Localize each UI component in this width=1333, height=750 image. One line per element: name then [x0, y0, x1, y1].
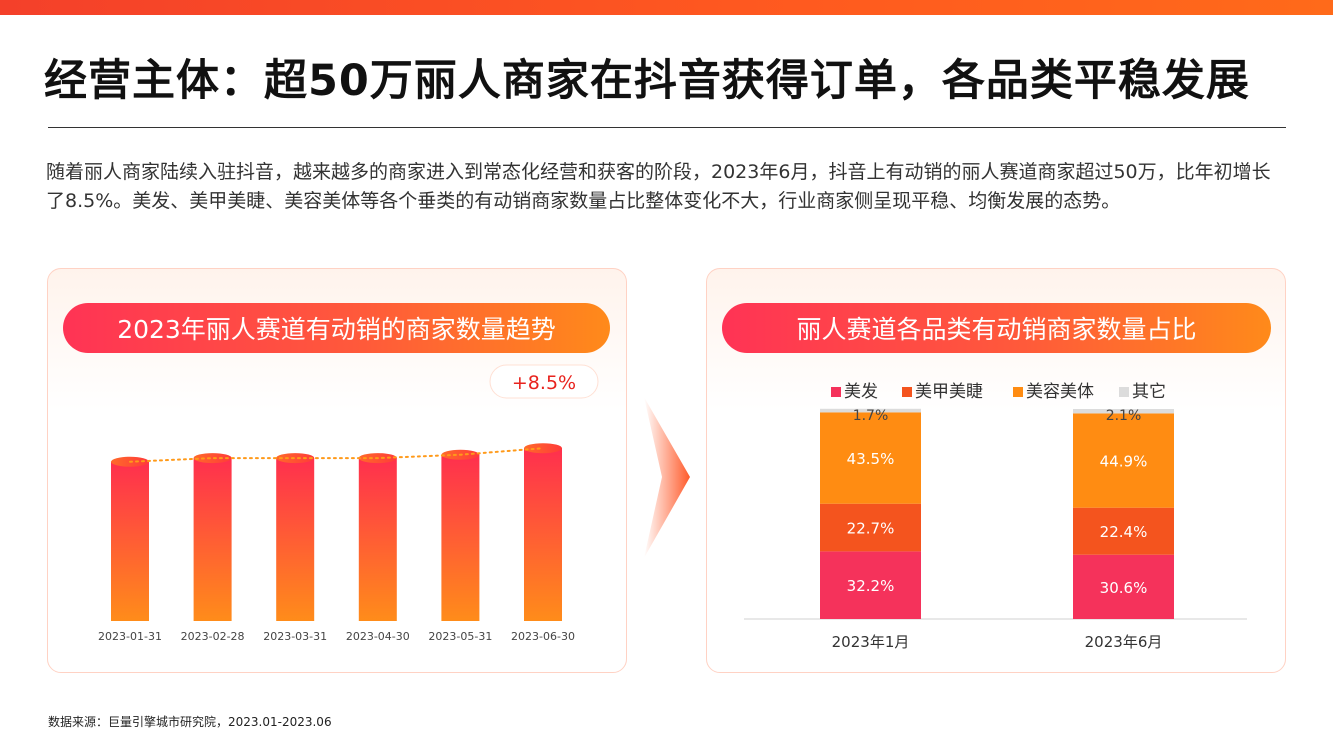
x-category-label: 2023年1月: [832, 633, 910, 651]
segment-value-label: 22.4%: [1100, 523, 1148, 541]
legend-swatch: [1119, 387, 1129, 397]
legend-swatch: [831, 387, 841, 397]
x-tick-label: 2023-02-28: [181, 630, 245, 643]
share-chart-card: 丽人赛道各品类有动销商家数量占比 美发 美甲美睫 美容美体 其它 32.2% 22.7% 4…: [706, 268, 1286, 673]
intro-paragraph: 随着丽人商家陆续入驻抖音，越来越多的商家进入到常态化经营和获客的阶段，2023年…: [46, 161, 1271, 212]
chevron-right-icon: [644, 397, 690, 558]
stack-segment-其它: [820, 408, 921, 413]
x-tick-label: 2023-06-30: [511, 630, 575, 643]
segment-value-label: 2.1%: [1106, 408, 1142, 424]
segment-value-label: 30.6%: [1100, 579, 1148, 597]
share-stacked-bar-chart: 美发 美甲美睫 美容美体 其它 32.2% 22.7% 43.5% 1.7% 2023年1月 30…: [744, 382, 1247, 651]
trend-chart-card: 2023年丽人赛道有动销的商家数量趋势 2023-01-31 2023-02-28…: [47, 268, 627, 673]
title-divider: [48, 127, 1286, 128]
data-source-note: 数据来源：巨量引擎城市研究院，2023.01-2023.06: [48, 715, 332, 729]
legend-item: 美甲美睫: [902, 382, 983, 402]
x-tick-label: 2023-03-31: [263, 630, 327, 643]
trend-chart-title: 2023年丽人赛道有动销的商家数量趋势: [63, 303, 610, 353]
bar-cap: [276, 453, 315, 464]
bar-2023-02-28: [193, 458, 232, 621]
segment-value-label: 22.7%: [847, 520, 895, 538]
x-tick-label: 2023-01-31: [98, 630, 162, 643]
stack-segment-美容美体: [1073, 413, 1174, 508]
bar-2023-03-31: [276, 458, 315, 621]
legend-item: 其它: [1119, 382, 1166, 402]
x-category-label: 2023年6月: [1085, 633, 1163, 651]
bar-cap: [524, 443, 562, 454]
x-tick-label: 2023-05-31: [428, 630, 492, 643]
bar-2023-04-30: [358, 458, 397, 621]
segment-value-label: 32.2%: [847, 577, 895, 595]
growth-badge: +8.5%: [489, 364, 599, 399]
legend-label: 美容美体: [1026, 382, 1094, 402]
stack-segment-美甲美睫: [1073, 507, 1174, 555]
legend-swatch: [1013, 387, 1023, 397]
trend-bar-chart: 2023-01-31 2023-02-28 2023-03-31 2023-04-30…: [98, 364, 599, 643]
stack-segment-美甲美睫: [820, 503, 921, 552]
growth-label: +8.5%: [512, 372, 576, 394]
segment-value-label: 43.5%: [847, 450, 895, 468]
legend-label: 其它: [1132, 382, 1166, 402]
stack-segment-其它: [1073, 409, 1174, 414]
legend-item: 美发: [831, 382, 878, 402]
legend-swatch: [902, 387, 912, 397]
top-accent-bar: [0, 0, 1333, 15]
segment-value-label: 44.9%: [1100, 453, 1148, 471]
page-title: 经营主体：超50万丽人商家在抖音获得订单，各品类平稳发展: [44, 56, 1250, 106]
stack-segment-美容美体: [820, 412, 921, 504]
legend-item: 美容美体: [1013, 382, 1094, 402]
legend-label: 美发: [844, 382, 878, 402]
legend-label: 美甲美睫: [915, 382, 983, 402]
share-chart-title: 丽人赛道各品类有动销商家数量占比: [722, 303, 1271, 353]
stack-segment-美发: [820, 551, 921, 619]
bar-cap: [193, 453, 232, 464]
x-tick-label: 2023-04-30: [346, 630, 410, 643]
trend-line: [129, 447, 544, 463]
stack-segment-美发: [1073, 554, 1174, 619]
bar-2023-01-31: [111, 461, 149, 621]
bar-2023-06-30: [524, 448, 562, 621]
segment-value-label: 1.7%: [853, 408, 889, 424]
bar-2023-05-31: [441, 454, 480, 621]
